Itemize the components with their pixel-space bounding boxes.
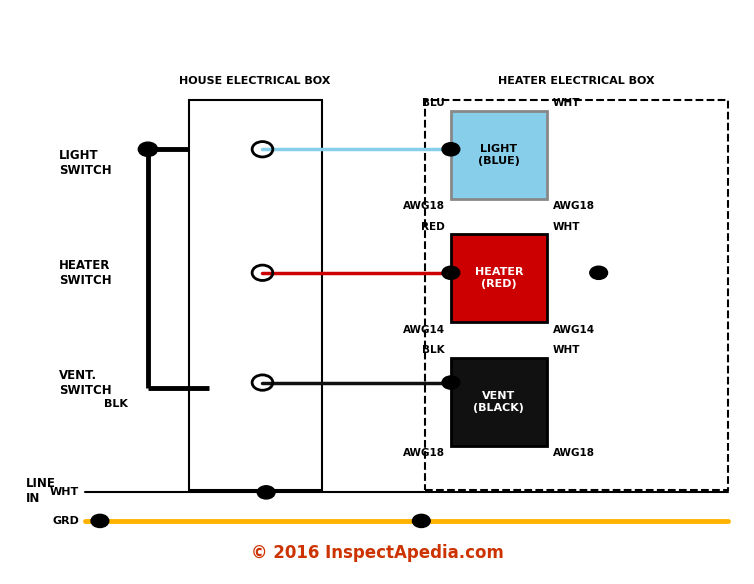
Text: LIGHT
(BLUE): LIGHT (BLUE) [478, 144, 520, 165]
Circle shape [442, 266, 460, 279]
Circle shape [442, 142, 460, 156]
Circle shape [257, 486, 275, 499]
Text: AWG14: AWG14 [403, 325, 445, 335]
Text: HEATER
SWITCH: HEATER SWITCH [60, 259, 112, 287]
Circle shape [91, 515, 109, 527]
Text: AWG18: AWG18 [403, 449, 445, 458]
Text: LINE
IN: LINE IN [26, 477, 56, 505]
Text: WHT: WHT [553, 345, 581, 355]
Bar [451, 111, 547, 199]
Text: VENT
(BLACK): VENT (BLACK) [474, 391, 524, 412]
Text: VENT.
SWITCH: VENT. SWITCH [60, 369, 112, 397]
Text: HEATER ELECTRICAL BOX: HEATER ELECTRICAL BOX [498, 76, 654, 86]
Circle shape [138, 142, 158, 157]
Text: HOUSE ELECTRICAL BOX: HOUSE ELECTRICAL BOX [179, 76, 331, 86]
Circle shape [442, 376, 460, 389]
Text: BLU: BLU [422, 98, 445, 108]
Text: AWG14: AWG14 [553, 325, 595, 335]
Text: GRD: GRD [52, 516, 79, 526]
Bar [188, 100, 321, 489]
Text: AWG18: AWG18 [553, 449, 595, 458]
Circle shape [412, 515, 431, 527]
Text: AWG18: AWG18 [553, 201, 595, 211]
Bar [451, 234, 547, 322]
Bar [425, 100, 728, 489]
Text: RED: RED [421, 221, 445, 232]
Text: BLK: BLK [103, 399, 127, 409]
Text: © 2016 InspectApedia.com: © 2016 InspectApedia.com [250, 544, 504, 562]
Text: WHT: WHT [553, 221, 581, 232]
Text: WHT: WHT [50, 488, 79, 498]
Bar [451, 358, 547, 446]
Text: HEATER
(RED): HEATER (RED) [475, 267, 523, 289]
Text: AWG18: AWG18 [403, 201, 445, 211]
Text: BLK: BLK [422, 345, 445, 355]
Text: WHT: WHT [553, 98, 581, 108]
Circle shape [590, 266, 608, 279]
Text: LIGHT
SWITCH: LIGHT SWITCH [60, 149, 112, 177]
